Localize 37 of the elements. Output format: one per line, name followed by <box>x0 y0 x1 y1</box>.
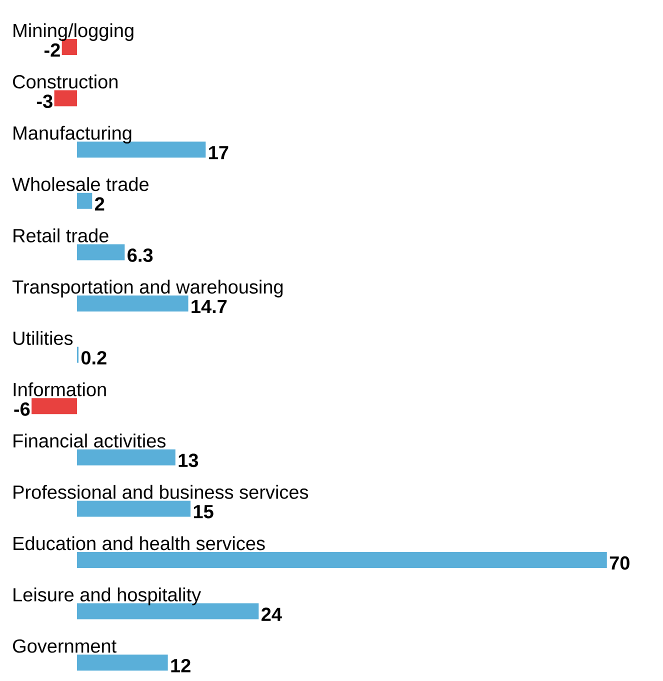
bar <box>76 500 191 517</box>
y-tick-label: Leisure and hospitality <box>14 588 202 606</box>
bar <box>32 398 77 414</box>
data-label: -3 <box>36 94 52 108</box>
bar <box>62 39 77 56</box>
y-tick-label: Utilities <box>14 331 73 345</box>
bar <box>76 552 607 568</box>
bar <box>76 654 168 671</box>
bar <box>76 192 92 209</box>
data-label: 15 <box>194 505 214 518</box>
data-label: 2 <box>94 197 104 211</box>
y-tick-label: Transportation and warehousing <box>12 280 283 298</box>
y-tick-label: Education and health services <box>14 536 265 550</box>
bar <box>76 296 188 312</box>
y-tick-label: Financial activities <box>14 434 166 448</box>
bar <box>76 142 206 158</box>
data-label: 12 <box>171 658 190 672</box>
y-tick-label: Retail trade <box>14 228 108 242</box>
y-tick-label: Construction <box>13 74 118 88</box>
data-label: 24 <box>262 608 282 621</box>
data-label: 13 <box>178 454 198 468</box>
y-tick-label: Information <box>14 382 106 396</box>
y-tick-label: Manufacturing <box>14 126 132 144</box>
bar <box>54 90 77 106</box>
data-label: -6 <box>14 402 30 416</box>
data-label: 70 <box>610 556 630 570</box>
data-label: 6.3 <box>128 248 153 262</box>
bar <box>76 449 176 466</box>
y-tick-label: Professional and business services <box>14 484 308 499</box>
y-tick-label: Mining/logging <box>14 23 134 41</box>
data-label: -2 <box>44 43 60 57</box>
data-label: 17 <box>209 146 228 160</box>
y-tick-label: Wholesale trade <box>12 177 148 192</box>
bar <box>76 244 125 260</box>
data-label: 0.2 <box>81 351 106 365</box>
y-tick-label: Government <box>13 639 116 653</box>
data-label: 14.7 <box>192 300 227 314</box>
